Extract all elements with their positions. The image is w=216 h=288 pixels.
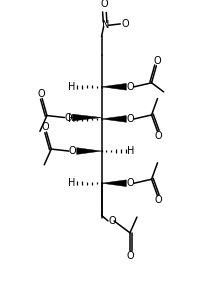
Polygon shape	[102, 180, 126, 187]
Polygon shape	[72, 114, 102, 121]
Text: H: H	[68, 82, 76, 92]
Text: O: O	[126, 178, 134, 188]
Text: O: O	[65, 113, 72, 122]
Text: O: O	[153, 56, 161, 66]
Text: O: O	[122, 19, 130, 29]
Text: H: H	[68, 114, 76, 124]
Text: O: O	[126, 114, 134, 124]
Text: O: O	[100, 0, 108, 9]
Polygon shape	[77, 148, 102, 154]
Text: O: O	[42, 122, 49, 132]
Text: O: O	[126, 251, 134, 261]
Polygon shape	[102, 84, 126, 90]
Text: O: O	[126, 82, 134, 92]
Polygon shape	[102, 115, 126, 122]
Text: O: O	[69, 146, 77, 156]
Text: O: O	[155, 131, 162, 141]
Text: O: O	[108, 216, 116, 226]
Text: H: H	[127, 146, 135, 156]
Text: N: N	[102, 20, 110, 30]
Text: H: H	[68, 178, 76, 188]
Text: O: O	[37, 89, 45, 99]
Text: O: O	[155, 195, 162, 205]
